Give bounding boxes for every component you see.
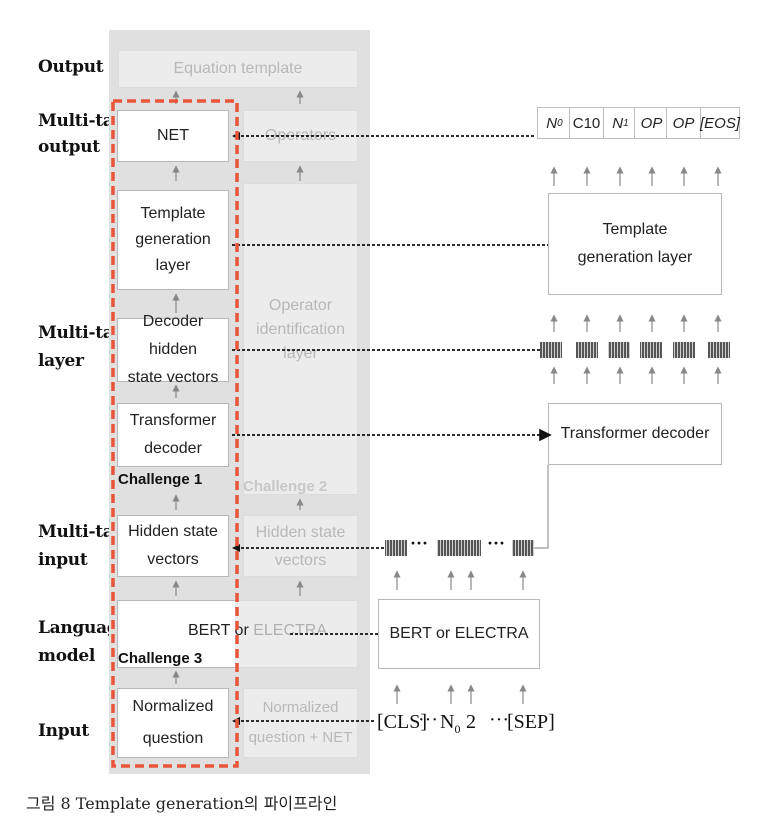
challenge-2-label: Challenge 2 (243, 478, 328, 495)
decoder-hidden-state-vectors-box: Decoder hidden state vectors (117, 313, 229, 386)
normalized-question-net-box (243, 688, 358, 758)
token-op-1: OP (634, 107, 669, 139)
normalized-question-net-label: Normalized question + NET (248, 699, 353, 746)
detail-template-generation-layer-label: Template generation layer (577, 221, 693, 266)
equation-template-label: Equation template (173, 60, 303, 77)
hidden-state-vectors-gray-label: Hidden state vectors (255, 524, 346, 569)
row-label-input: Input (38, 721, 89, 741)
hidden-state-vectors-gray-box (243, 515, 358, 577)
net-box: NET (117, 110, 229, 162)
operator-identification-layer-label: Operator identification layer (256, 297, 345, 362)
detail-bert-or-electra-label: BERT or ELECTRA (389, 625, 529, 642)
hidden-dots-2: ··· (487, 533, 506, 553)
token-c10-text: C10 (572, 114, 601, 132)
input-token-two: 2 (466, 711, 476, 733)
language-model-white-box (117, 600, 235, 668)
encoder-vector-blocks (385, 540, 534, 556)
bert-or-electra-left-label: BERT or ELECTRA (188, 622, 327, 640)
normalized-question-box: Normalized question (117, 688, 229, 758)
detail-template-generation-layer-box: Template generation layer (548, 193, 722, 295)
input-token-dots-1: ··· (418, 709, 438, 731)
input-token-cls: [CLS] (377, 711, 427, 733)
operators-label: Operators (264, 127, 337, 144)
row-label-output: Output (38, 57, 104, 77)
electra-gray-text: ELECTRA (253, 622, 328, 639)
template-generation-layer-box: Template generation layer (117, 190, 229, 290)
hidden-state-vectors-label: Hidden state vectors (128, 523, 218, 568)
detail-transformer-decoder-box: Transformer decoder (548, 403, 722, 465)
detail-bert-or-electra-box: BERT or ELECTRA (378, 599, 540, 669)
figure-caption: 그림 8 Template generation의 파이프라인 (26, 794, 338, 813)
transformer-decoder-label: Transformer decoder (129, 412, 217, 457)
transformer-decoder-box: Transformer decoder (117, 403, 229, 467)
operator-identification-layer-box (243, 183, 358, 495)
token-n0-text: N (546, 114, 558, 132)
row-label-multitask-output-line2: output (38, 137, 100, 157)
token-n1-text: N (612, 114, 624, 132)
dotted-connectors (232, 135, 552, 722)
token-n0-subscript: 0 (557, 117, 563, 129)
token-op-2-text: OP (672, 114, 695, 132)
row-label-language-model-line2: model (38, 646, 95, 666)
input-token-n0-text: N (440, 711, 455, 733)
input-token-n0-subscript: 0 (454, 722, 461, 736)
challenge-3-label: Challenge 3 (118, 650, 203, 667)
token-eos: [EOS] (700, 107, 740, 139)
token-op-1-text: OP (640, 114, 663, 132)
input-token-dots-2: ··· (489, 709, 509, 731)
challenge-1-label: Challenge 1 (118, 471, 203, 488)
row-label-language-model-line1: Language (38, 618, 129, 638)
hidden-dots-1: ··· (410, 533, 429, 553)
hidden-state-vectors-box: Hidden state vectors (117, 515, 229, 577)
row-label-multitask-input-line2: input (38, 550, 88, 570)
normalized-question-label: Normalized question (132, 698, 214, 747)
row-label-language-model: Language model (38, 617, 129, 667)
equation-template-box (118, 50, 358, 88)
detail-transformer-decoder-label: Transformer decoder (560, 425, 710, 442)
input-token-sep: [SEP] (507, 711, 555, 733)
decoder-hidden-state-vectors-label: Decoder hidden state vectors (127, 313, 219, 386)
challenge-frame (111, 99, 239, 768)
input-token-n0: N0 (440, 711, 460, 737)
decoder-vector-blocks (540, 342, 730, 358)
row-label-multitask-layer-line2: layer (38, 351, 84, 371)
token-eos-text: [EOS] (700, 114, 741, 132)
encoder-to-decoder-line (534, 465, 549, 549)
net-label: NET (157, 127, 189, 144)
token-c10: C10 (569, 107, 604, 139)
token-n1-subscript: 1 (623, 117, 629, 129)
detail-arrows (393, 166, 722, 704)
template-generation-layer-label: Template generation layer (135, 205, 211, 274)
